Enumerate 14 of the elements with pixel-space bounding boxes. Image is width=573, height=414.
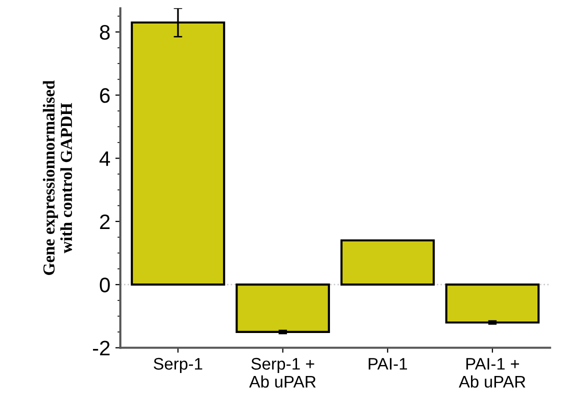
y-tick-label: -2 xyxy=(93,340,110,356)
y-tick-label: 2 xyxy=(100,214,110,229)
y-tick-label: 6 xyxy=(100,88,110,103)
x-tick-label: PAI-1 + Ab uPAR xyxy=(458,358,526,388)
y-tick-label: 0 xyxy=(100,278,110,292)
x-tick-label: PAI-1 xyxy=(368,358,408,370)
bar xyxy=(340,239,435,286)
y-tick-label: 8 xyxy=(100,24,110,40)
x-tick-label: Serp-1 + Ab uPAR xyxy=(249,358,316,388)
x-tick-label: Serp-1 xyxy=(154,358,202,374)
bar xyxy=(236,284,330,334)
y-tick-label: 4 xyxy=(100,152,110,166)
y-axis-title: Gene expressionnormalised with control GAPDH xyxy=(42,80,72,275)
bar xyxy=(445,284,540,324)
